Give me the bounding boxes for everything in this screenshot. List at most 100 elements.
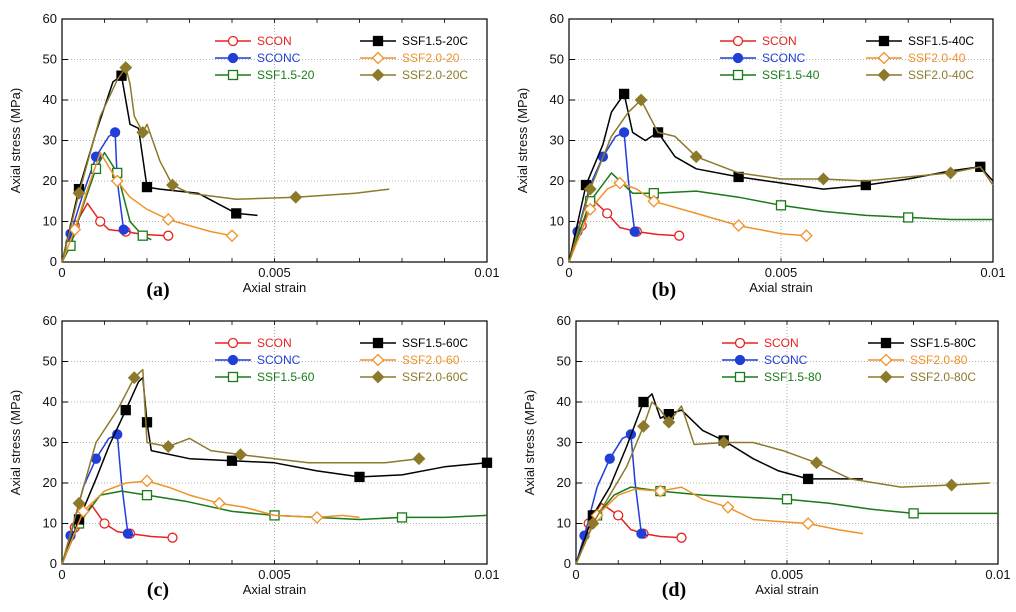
- data-point: [802, 473, 814, 485]
- y-tick-label: 0: [564, 556, 571, 571]
- legend-marker: [371, 51, 385, 65]
- x-tick-label: 0.005: [258, 265, 291, 280]
- legend-entry: SCONC: [215, 353, 301, 367]
- series-SCON: [61, 202, 174, 263]
- data-point: [119, 61, 133, 75]
- legend-marker: [372, 337, 384, 349]
- legend-label: SSF2.0-80C: [910, 370, 976, 384]
- data-point: [618, 88, 630, 100]
- series-line: [568, 93, 994, 263]
- data-point: [118, 224, 129, 235]
- legend-entry: SSF2.0-80C: [868, 370, 976, 384]
- data-point: [127, 371, 141, 385]
- series-SSF2.0-20: [61, 151, 239, 263]
- legend-label: SSF2.0-80: [910, 353, 968, 367]
- chart-panel-4: 0 10 20 30 40 50 60 0 0.005 0.01 Axial strain Axial…: [522, 313, 1011, 601]
- data-point: [166, 178, 179, 192]
- data-point: [226, 455, 238, 466]
- series-line: [61, 151, 233, 263]
- y-axis-label: Axial stress (MPa): [515, 88, 530, 193]
- series-line: [575, 486, 864, 565]
- y-tick-label: 60: [550, 11, 564, 26]
- data-point: [583, 182, 597, 196]
- data-point: [613, 176, 627, 190]
- series-SCONC: [568, 127, 642, 263]
- legend-entry: SCONC: [722, 353, 808, 367]
- y-tick-label: 40: [43, 394, 57, 409]
- y-tick-label: 20: [43, 173, 57, 188]
- legend-entry: SSF2.0-20C: [360, 68, 468, 82]
- legend-label: SCON: [764, 336, 799, 350]
- legend-marker: [372, 35, 384, 47]
- legend-label: SSF1.5-60C: [402, 336, 468, 350]
- x-axis-label: Axial strain: [243, 280, 307, 295]
- legend-entry: SSF1.5-60: [215, 370, 315, 384]
- legend-entry: SSF1.5-80C: [868, 336, 976, 350]
- legend-marker: [371, 353, 385, 367]
- y-tick-label: 60: [557, 313, 571, 328]
- x-tick-label: 0.01: [474, 567, 499, 582]
- legend-marker: [734, 371, 746, 383]
- data-point: [810, 456, 823, 470]
- legend-marker: [878, 35, 890, 47]
- data-point: [732, 219, 746, 232]
- series-SSF2.0-60C: [61, 368, 426, 565]
- data-point: [903, 212, 914, 223]
- data-point: [161, 213, 175, 226]
- y-tick-label: 40: [550, 92, 564, 107]
- legend-entry: SCON: [215, 34, 292, 48]
- data-point: [141, 181, 153, 193]
- series-SSF2.0-80C: [575, 401, 990, 565]
- data-point: [602, 208, 613, 219]
- chart-panel-3: 0 10 20 30 40 50 60 0 0.005 0.01 Axial strain Axial…: [8, 313, 500, 601]
- y-tick-label: 20: [43, 475, 57, 490]
- legend-label: SCON: [762, 34, 797, 48]
- data-point: [604, 453, 615, 464]
- legend-marker: [227, 371, 239, 383]
- x-axis-label: Axial strain: [243, 582, 307, 597]
- legend-marker: [732, 35, 744, 47]
- data-point: [412, 452, 426, 466]
- legend-label: SSF1.5-40C: [908, 34, 974, 48]
- data-point: [354, 471, 365, 483]
- series-line: [575, 393, 863, 565]
- data-point: [122, 528, 134, 539]
- legend-entry: SSF2.0-40C: [866, 68, 974, 82]
- legend-marker: [227, 354, 239, 366]
- legend-marker: [877, 68, 891, 82]
- legend-label: SSF1.5-80C: [910, 336, 976, 350]
- series-SSF1.5-60C: [61, 376, 493, 565]
- legend-entry: SCON: [722, 336, 799, 350]
- data-point: [137, 230, 148, 241]
- data-point: [225, 229, 239, 243]
- y-axis-label: Axial stress (MPa): [8, 88, 23, 193]
- y-tick-label: 60: [43, 11, 57, 26]
- data-point: [163, 230, 174, 241]
- x-tick-label: 0.005: [771, 567, 804, 582]
- x-tick-label: 0: [565, 265, 572, 280]
- data-point: [310, 511, 324, 524]
- series-line: [61, 376, 488, 565]
- series-SSF2.0-60: [61, 474, 360, 565]
- x-axis-label: Axial strain: [749, 280, 813, 295]
- data-point: [860, 179, 871, 191]
- y-tick-label: 30: [43, 435, 57, 450]
- data-point: [613, 510, 624, 521]
- data-point: [167, 532, 178, 543]
- data-point: [231, 208, 242, 219]
- series-line: [568, 99, 994, 263]
- legend-marker: [371, 370, 385, 384]
- data-point: [234, 448, 247, 462]
- data-point: [653, 484, 667, 498]
- legend-entry: SCONC: [215, 51, 301, 65]
- series-SSF2.0-20C: [61, 61, 390, 263]
- series-SSF2.0-40: [568, 176, 813, 263]
- data-point: [586, 517, 600, 530]
- data-point: [76, 504, 90, 518]
- y-tick-label: 0: [50, 254, 57, 269]
- legend-label: SSF1.5-60: [257, 370, 315, 384]
- y-tick-label: 50: [43, 52, 57, 67]
- series-line: [61, 504, 173, 565]
- legend-marker: [879, 370, 893, 384]
